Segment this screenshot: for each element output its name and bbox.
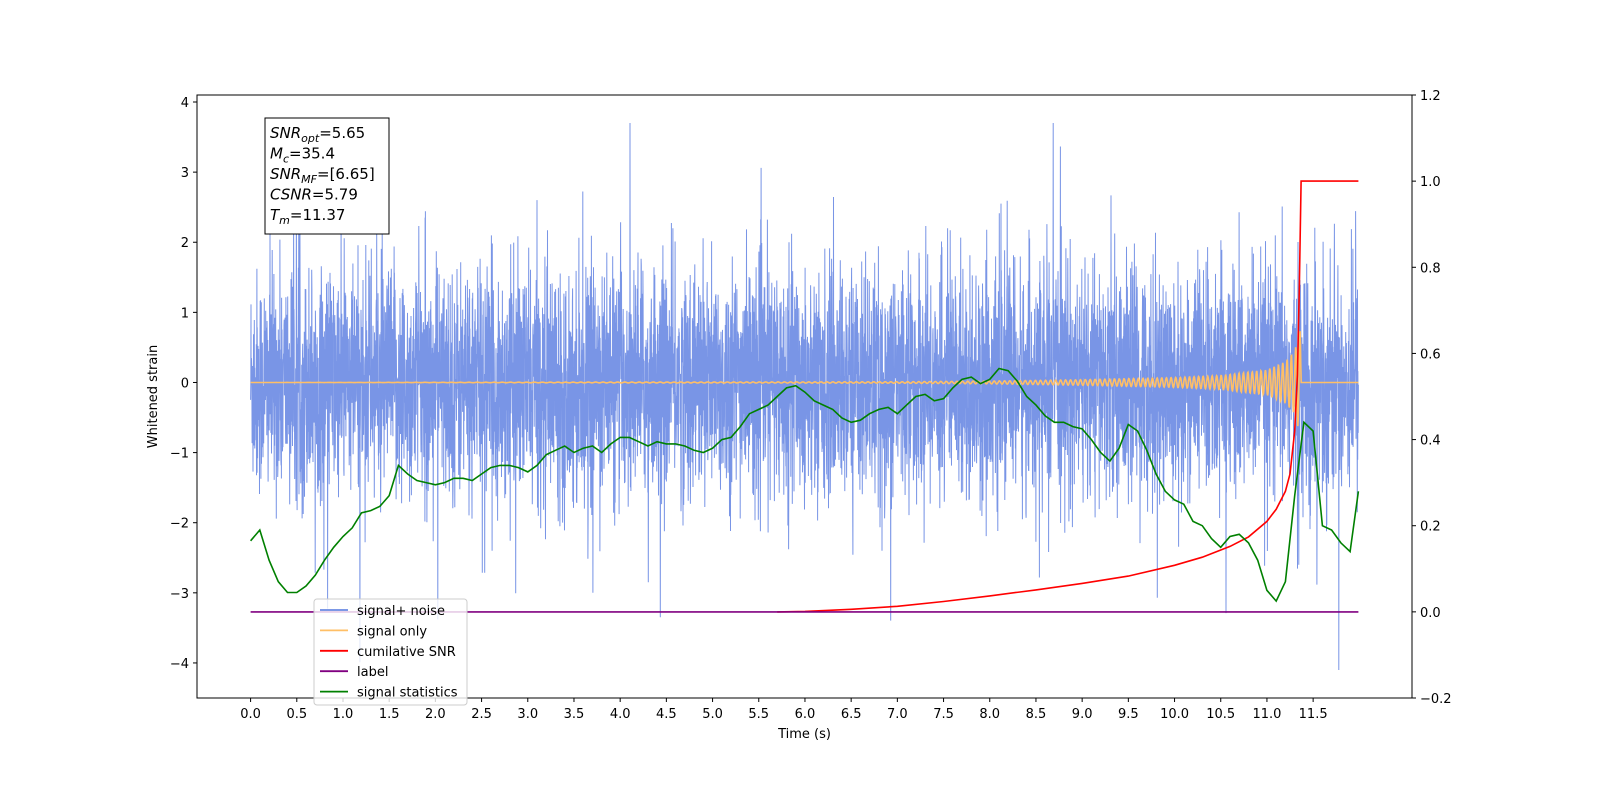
y2-tick-label: 1.2	[1420, 89, 1441, 104]
x-tick-label: 10.5	[1206, 707, 1235, 722]
y-tick-label: −2	[170, 517, 189, 532]
x-tick-label: 2.0	[425, 707, 446, 722]
stats-line: Tm=11.37	[270, 206, 345, 227]
x-tick-label: 10.0	[1160, 707, 1189, 722]
x-tick-label: 3.0	[517, 707, 538, 722]
x-tick-label: 0.0	[240, 707, 261, 722]
series-signal-only	[250, 331, 1359, 427]
y-axis-left: 4 3 2 1 0 −1 −2 −3 −4	[170, 96, 197, 672]
x-tick-label: 0.5	[286, 707, 307, 722]
x-tick-label: 8.0	[979, 707, 1000, 722]
stats-line: SNRopt=5.65	[270, 124, 365, 145]
x-axis-label: Time (s)	[777, 727, 831, 742]
legend-label: signal+ noise	[357, 604, 445, 619]
x-tick-label: 1.0	[333, 707, 354, 722]
y2-tick-label: 0.8	[1420, 261, 1441, 276]
y2-tick-label: −0.2	[1420, 692, 1452, 707]
x-tick-label: 7.5	[933, 707, 954, 722]
x-tick-label: 6.0	[795, 707, 816, 722]
legend: signal+ noise signal only cumilative SNR la…	[313, 598, 468, 706]
stats-line: Mc=35.4	[270, 145, 335, 166]
x-axis: 0.0 0.5 1.0 1.5 2.0 2.5 3.0 3.5 4.0 4.5 5.0 5.5 6.0 6…	[240, 698, 1328, 722]
x-tick-label: 4.5	[656, 707, 677, 722]
legend-label: label	[357, 665, 388, 680]
x-tick-label: 8.5	[1026, 707, 1047, 722]
y-axis-right: 1.2 1.0 0.8 0.6 0.4 0.2 0.0 −0.2	[1412, 89, 1452, 707]
y2-tick-label: 0.2	[1420, 520, 1441, 535]
legend-label: signal only	[357, 624, 427, 639]
series-signal-statistics	[249, 367, 1360, 603]
y-tick-label: −1	[170, 447, 189, 462]
x-tick-label: 1.5	[379, 707, 400, 722]
y-tick-label: −3	[170, 587, 189, 602]
stats-line: CSNR=5.79	[270, 186, 358, 204]
legend-label: signal statistics	[357, 686, 458, 701]
y-tick-label: 3	[181, 166, 189, 181]
y-tick-label: 2	[181, 236, 189, 251]
y2-tick-label: 0.4	[1420, 434, 1441, 449]
series-cumilative-snr	[777, 180, 1359, 613]
x-tick-label: 5.5	[748, 707, 769, 722]
y-tick-label: −4	[170, 657, 189, 672]
x-tick-label: 4.0	[610, 707, 631, 722]
stats-line: SNRMF=[6.65]	[270, 165, 375, 186]
series-signal-plus-noise	[250, 122, 1359, 671]
x-tick-label: 11.0	[1252, 707, 1281, 722]
series-layer	[249, 122, 1360, 671]
x-tick-label: 9.5	[1118, 707, 1139, 722]
x-tick-label: 9.0	[1072, 707, 1093, 722]
legend-label: cumilative SNR	[357, 645, 456, 660]
y2-tick-label: 0.0	[1420, 606, 1441, 621]
x-tick-label: 7.0	[887, 707, 908, 722]
x-tick-label: 5.0	[702, 707, 723, 722]
stats-box-frame	[264, 117, 390, 235]
y-tick-label: 4	[181, 96, 189, 111]
x-tick-label: 6.5	[841, 707, 862, 722]
y-axis-label: Whitened strain	[146, 345, 161, 448]
y-tick-label: 1	[181, 306, 189, 321]
x-tick-label: 11.5	[1299, 707, 1328, 722]
y-tick-label: 0	[181, 376, 189, 391]
y2-tick-label: 0.6	[1420, 347, 1441, 362]
legend-frame	[313, 598, 468, 706]
y2-tick-label: 1.0	[1420, 175, 1441, 190]
x-tick-label: 3.5	[564, 707, 585, 722]
x-tick-label: 2.5	[471, 707, 492, 722]
